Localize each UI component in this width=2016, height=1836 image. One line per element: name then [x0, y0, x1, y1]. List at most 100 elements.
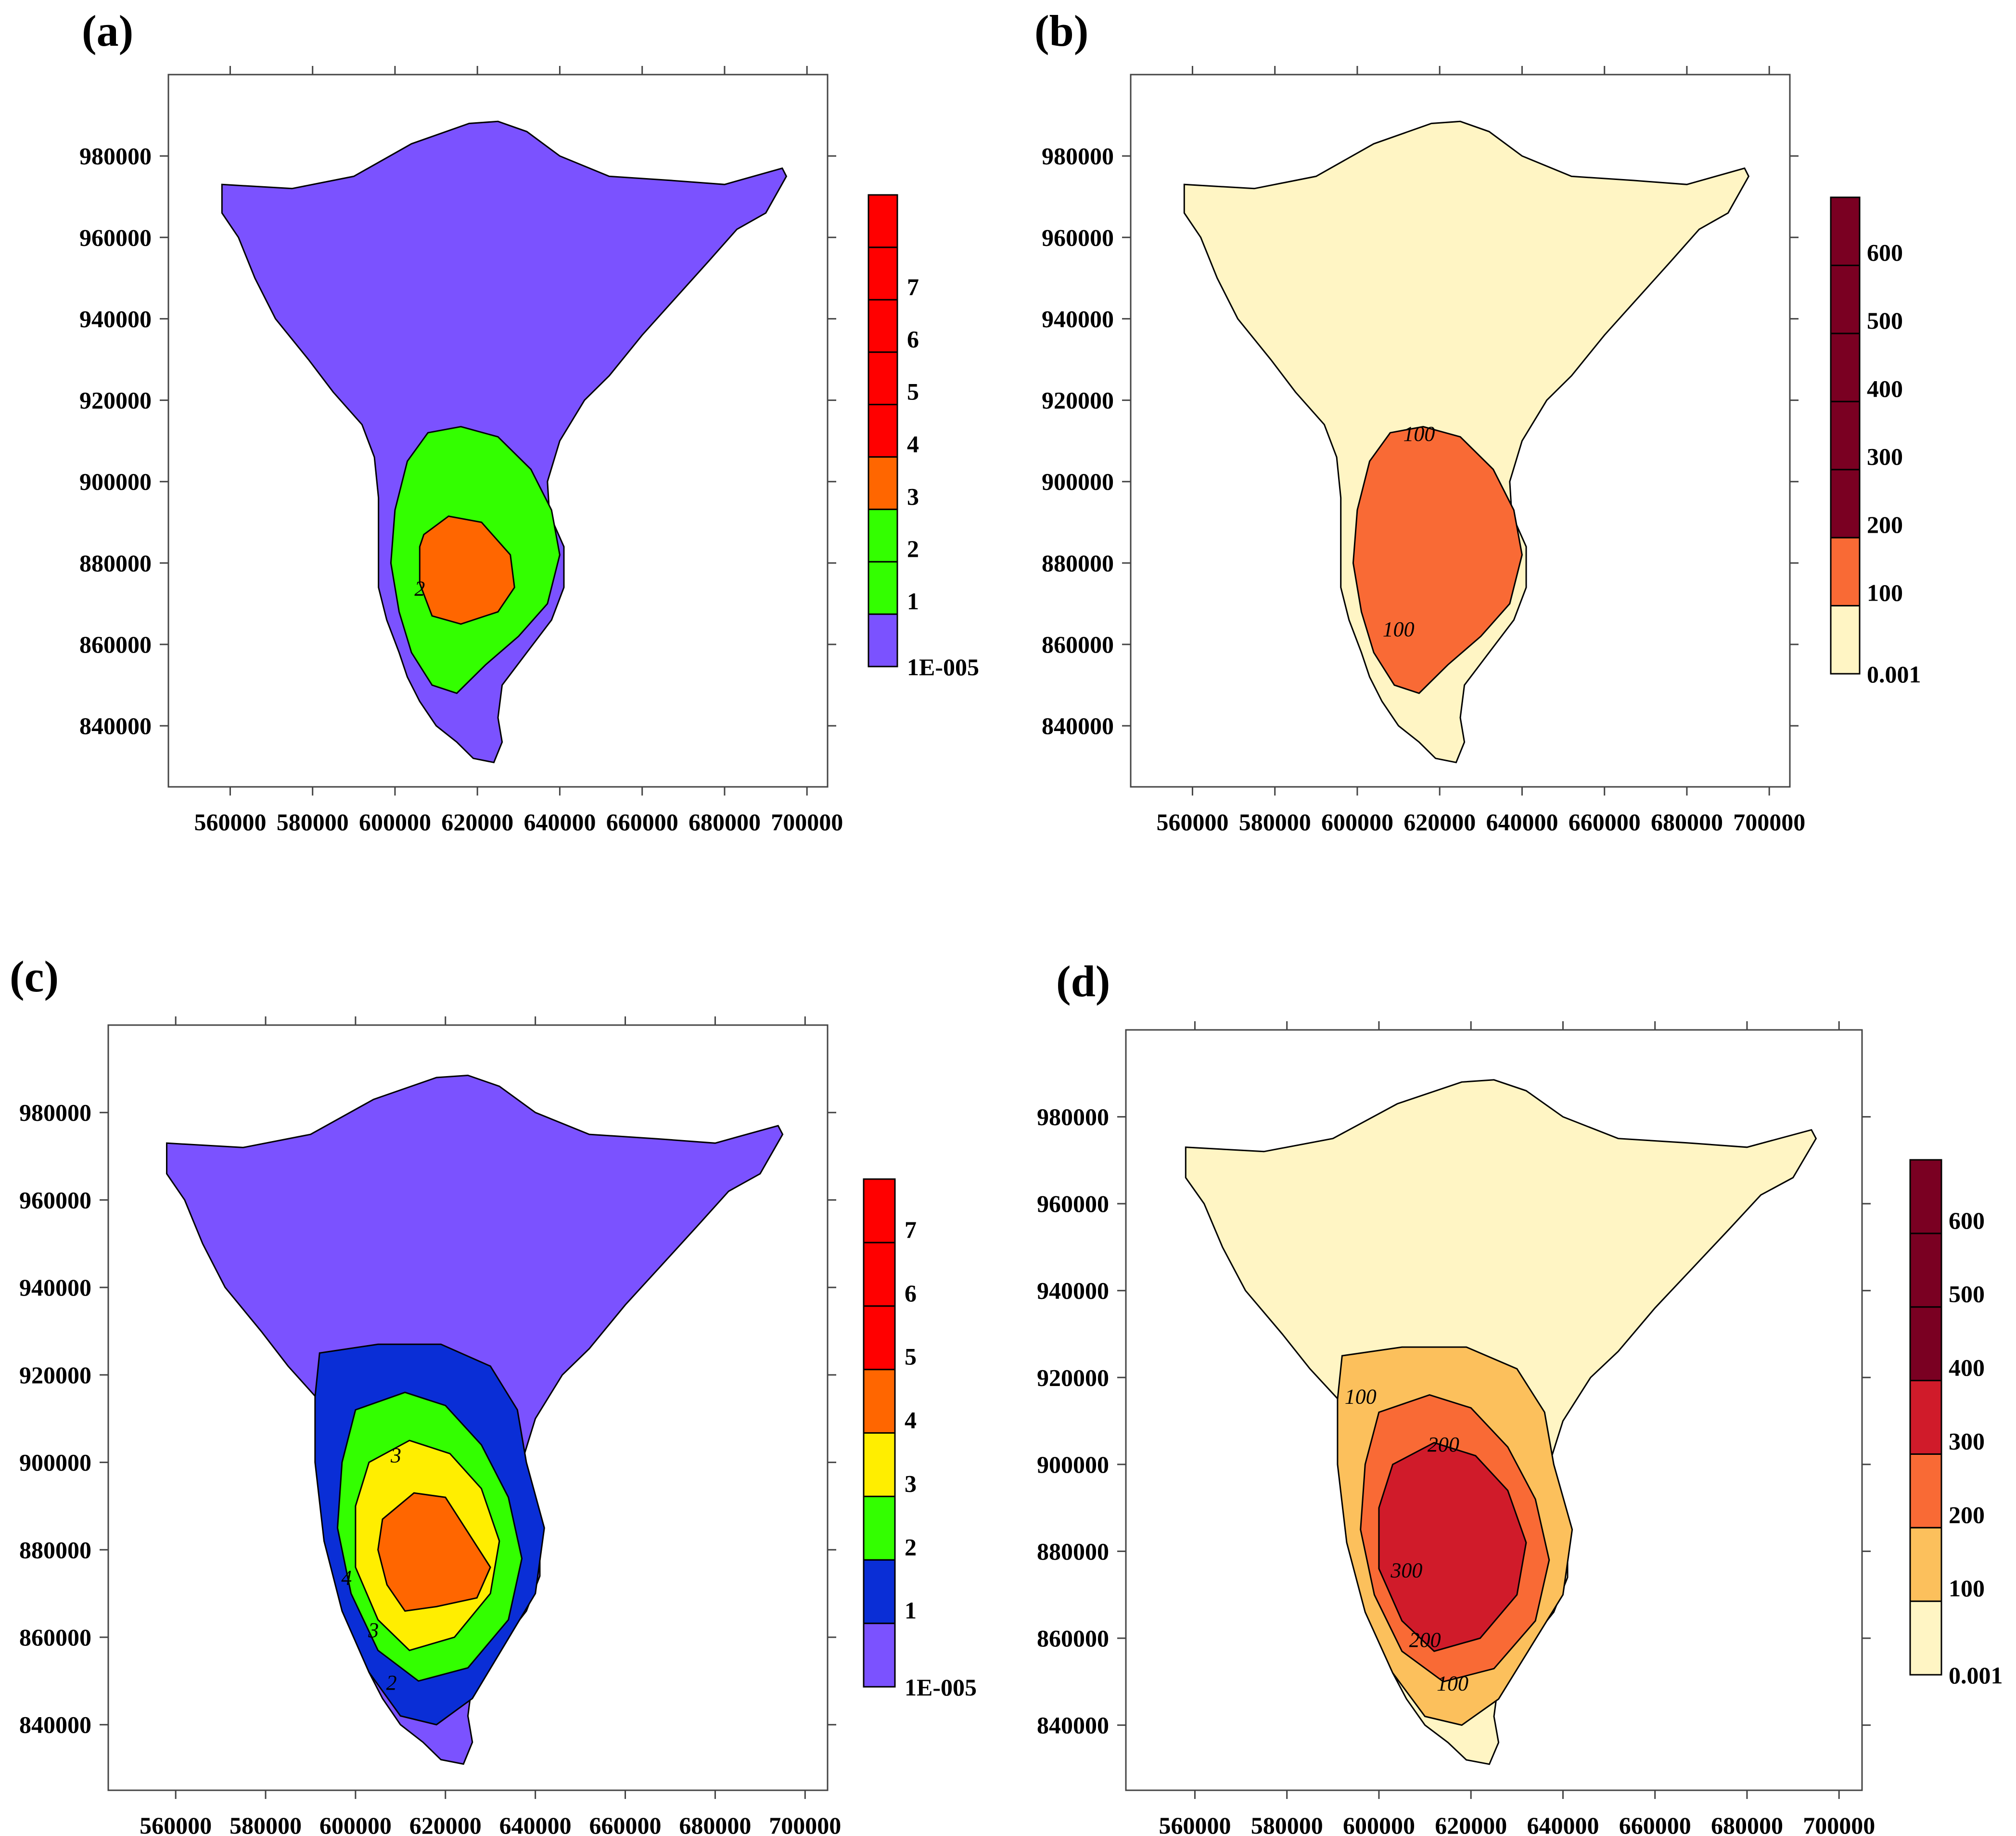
x-tick-label: 660000: [1619, 1812, 1691, 1836]
y-tick-label: 960000: [1037, 1190, 1109, 1217]
y-tick-label: 840000: [1037, 1712, 1109, 1739]
y-tick-label: 900000: [1042, 468, 1114, 495]
colorbar-label: 3: [907, 483, 919, 510]
panel-label-c: (c): [10, 952, 59, 1001]
colorbar-segment: [863, 1305, 896, 1371]
contour-label: 100: [1437, 1671, 1468, 1695]
colorbar-segment: [1830, 400, 1861, 471]
x-tick-label: 660000: [1569, 809, 1641, 835]
colorbar-label: 1E-005: [907, 654, 979, 680]
x-tick-label: 580000: [1239, 809, 1311, 835]
contour-label: 2: [386, 1671, 397, 1695]
colorbar-segment: [863, 1622, 896, 1688]
colorbar-label: 3: [905, 1470, 917, 1497]
contour-label: 3: [368, 1618, 379, 1642]
colorbar-label: 1: [907, 588, 919, 615]
x-tick-label: 560000: [194, 809, 266, 835]
x-tick-label: 560000: [1159, 1812, 1231, 1836]
panel-c: (c) 560000 580000 600000 620000 640000 660000 6…: [10, 952, 977, 1836]
x-tick-label: 680000: [679, 1812, 751, 1836]
contour-label: 4: [341, 1566, 352, 1590]
zone-300-to-400: [1378, 1442, 1527, 1652]
colorbar-label: 200: [1867, 511, 1903, 538]
colorbar-label: 4: [905, 1407, 917, 1434]
x-tick-label: 640000: [523, 809, 596, 835]
colorbar-segment: [863, 1432, 896, 1497]
x-tick-label: 560000: [140, 1812, 212, 1836]
x-tick-label: 600000: [359, 809, 431, 835]
colorbar-segment: [868, 404, 898, 458]
contour-label: 100: [1345, 1385, 1377, 1408]
colorbar-segment: [868, 456, 898, 510]
x-tick-label: 700000: [769, 1812, 841, 1836]
colorbar-label: 0.001: [1949, 1662, 2003, 1689]
x-tick-label: 620000: [1404, 809, 1476, 835]
x-tick-label: 700000: [771, 809, 843, 835]
colorbar-segment: [1909, 1233, 1942, 1308]
y-tick-label: 880000: [19, 1536, 91, 1563]
colorbar-label: 6: [907, 326, 919, 353]
colorbar-segment: [1830, 196, 1861, 266]
contour-label: 100: [1403, 422, 1435, 446]
y-tick-label: 980000: [1037, 1104, 1109, 1130]
y-tick-label: 960000: [79, 224, 152, 251]
colorbar-segment: [868, 351, 898, 406]
colorbar-label: 400: [1867, 375, 1903, 402]
y-tick-label: 980000: [19, 1099, 91, 1126]
colorbar-segment: [863, 1495, 896, 1561]
colorbar: 1E-005 1 2 3 4 5 6 7: [868, 194, 979, 680]
y-tick-label: 920000: [1037, 1364, 1109, 1391]
y-tick-label: 940000: [1037, 1277, 1109, 1304]
contour-label: 200: [1409, 1628, 1441, 1652]
x-tick-label: 680000: [1651, 809, 1723, 835]
y-tick-label: 900000: [1037, 1451, 1109, 1478]
colorbar-label: 400: [1949, 1354, 1985, 1381]
colorbar-segment: [1909, 1527, 1942, 1602]
colorbar-segment: [868, 299, 898, 353]
contour-label: 100: [1383, 617, 1415, 641]
zone-2-to-3: [419, 515, 515, 625]
x-tick-label: 580000: [230, 1812, 302, 1836]
colorbar-segment: [868, 194, 898, 248]
y-tick-label: 880000: [1042, 550, 1114, 577]
y-tick-label: 840000: [19, 1711, 91, 1738]
colorbar-segment: [1830, 333, 1861, 402]
colorbar-label: 5: [905, 1343, 917, 1370]
colorbar-label: 4: [907, 430, 919, 457]
colorbar-label: 500: [1949, 1281, 1985, 1308]
colorbar-label: 300: [1867, 443, 1903, 470]
x-tick-label: 700000: [1803, 1812, 1875, 1836]
colorbar-label: 0.001: [1867, 661, 1921, 688]
x-tick-label: 620000: [409, 1812, 482, 1836]
colorbar-segment: [868, 561, 898, 615]
colorbar-segment: [868, 613, 898, 668]
y-tick-label: 840000: [1042, 712, 1114, 739]
x-tick-label: 620000: [1435, 1812, 1507, 1836]
colorbar-label: 7: [905, 1216, 917, 1243]
y-tick-label: 940000: [79, 305, 152, 332]
colorbar-segment: [1909, 1380, 1942, 1455]
colorbar-label: 2: [905, 1533, 917, 1560]
colorbar: 0.001 100 200 300 400 500 600: [1909, 1159, 2003, 1689]
x-tick-label: 640000: [1527, 1812, 1599, 1836]
y-tick-label: 940000: [1042, 305, 1114, 332]
y-tick-label: 920000: [19, 1361, 91, 1388]
contour-label: 3: [390, 1444, 401, 1467]
y-tick-label: 860000: [19, 1624, 91, 1651]
y-tick-label: 840000: [79, 712, 152, 739]
colorbar-segment: [863, 1559, 896, 1624]
colorbar-label: 200: [1949, 1501, 1985, 1528]
panel-label-a: (a): [82, 6, 133, 55]
x-tick-label: 680000: [689, 809, 761, 835]
panel-label-b: (b): [1034, 6, 1088, 55]
contour-label: 2: [414, 577, 425, 601]
colorbar-segment: [1830, 537, 1861, 607]
colorbar-label: 1: [905, 1597, 917, 1624]
colorbar-label: 7: [907, 273, 919, 300]
colorbar-segment: [863, 1242, 896, 1307]
y-tick-label: 860000: [1037, 1625, 1109, 1652]
y-tick-label: 980000: [1042, 142, 1114, 169]
y-tick-label: 980000: [79, 142, 152, 169]
y-tick-label: 900000: [79, 468, 152, 495]
colorbar-label: 300: [1949, 1427, 1985, 1454]
